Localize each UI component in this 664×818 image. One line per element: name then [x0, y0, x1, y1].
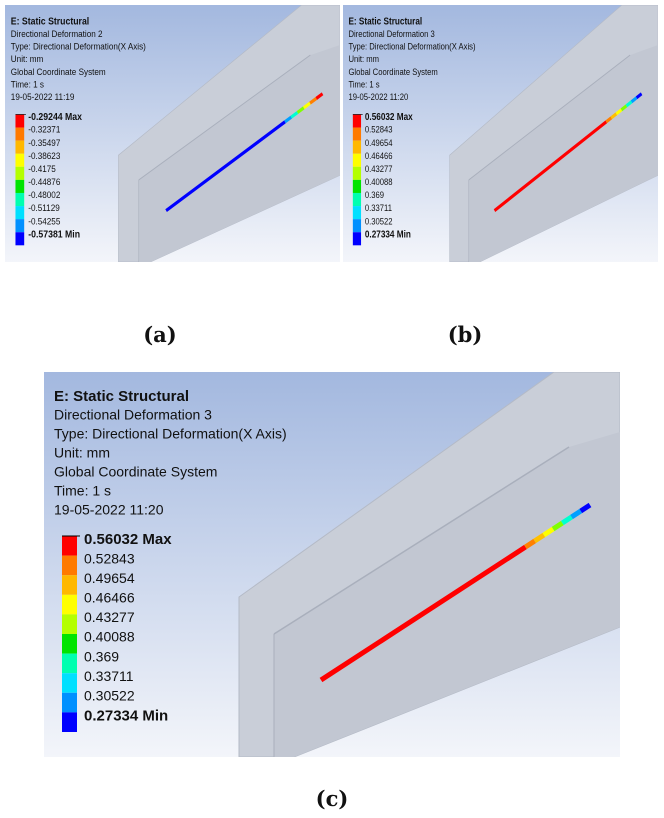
- header-line: Type: Directional Deformation(X Axis): [11, 41, 146, 52]
- header-line: Directional Deformation 2: [11, 28, 103, 39]
- header-line: Time: 1 s: [11, 79, 45, 90]
- header-line: Time: 1 s: [54, 483, 111, 499]
- legend-swatch: [15, 128, 24, 141]
- legend-label: 0.33711: [84, 668, 134, 684]
- legend-label: -0.57381 Min: [28, 228, 80, 240]
- header-line: 19-05-2022 11:20: [348, 91, 408, 102]
- legend-label: 0.27334 Min: [84, 707, 168, 724]
- legend-label: -0.44876: [28, 176, 60, 187]
- legend-label: -0.54255: [28, 216, 60, 227]
- header-line: Global Coordinate System: [54, 464, 217, 480]
- legend-swatch: [15, 232, 24, 245]
- legend-swatch: [15, 180, 24, 193]
- legend-swatch: [15, 114, 24, 127]
- legend-swatch: [62, 712, 77, 732]
- header-line: Unit: mm: [11, 54, 44, 65]
- legend-label: 0.27334 Min: [365, 229, 411, 240]
- legend-swatch: [62, 575, 77, 595]
- header-line: Type: Directional Deformation(X Axis): [54, 426, 287, 442]
- header-line: E: Static Structural: [54, 388, 189, 405]
- caption: (a): [100, 322, 220, 347]
- legend-label: 0.33711: [365, 202, 392, 213]
- header-line: 19-05-2022 11:19: [11, 92, 75, 103]
- page: {"panels": [ {"header": ["E: Static Stru…: [0, 0, 664, 818]
- legend-label: 0.52843: [365, 124, 393, 135]
- panel-c: E: Static Structural Directional Deformat…: [44, 372, 620, 757]
- legend-swatch: [62, 556, 77, 576]
- legend-swatch: [62, 536, 77, 556]
- legend-label: -0.32371: [28, 124, 60, 135]
- legend-swatch: [62, 634, 77, 654]
- legend-swatch: [353, 128, 361, 141]
- legend-label: 0.40088: [84, 629, 135, 645]
- legend-label: 0.30522: [84, 688, 135, 704]
- header-line: E: Static Structural: [348, 16, 422, 27]
- header-line: Directional Deformation 3: [54, 407, 212, 423]
- legend-label: 0.49654: [84, 570, 135, 586]
- header-line: Global Coordinate System: [348, 66, 437, 77]
- header-line: Unit: mm: [348, 53, 379, 64]
- legend-label: -0.35497: [28, 137, 60, 148]
- legend-swatch: [15, 206, 24, 219]
- header-line: Type: Directional Deformation(X Axis): [348, 41, 475, 52]
- legend-swatch: [353, 114, 361, 127]
- legend-swatch: [353, 154, 361, 167]
- header-line: Unit: mm: [54, 445, 110, 461]
- caption: (b): [405, 322, 525, 347]
- legend-swatch: [62, 595, 77, 615]
- legend-label: 0.43277: [365, 163, 393, 174]
- header-line: 19-05-2022 11:20: [54, 502, 164, 518]
- legend-label: 0.369: [365, 189, 384, 200]
- legend-label: 0.43277: [84, 609, 135, 625]
- legend-label: 0.49654: [365, 137, 393, 148]
- legend-swatch: [15, 154, 24, 167]
- legend-swatch: [15, 167, 24, 180]
- legend-label: 0.369: [84, 648, 119, 664]
- legend-label: -0.29244 Max: [28, 110, 82, 122]
- legend-label: 0.40088: [365, 176, 393, 187]
- header-line: Directional Deformation 3: [348, 28, 434, 39]
- legend-label: 0.56032 Max: [365, 111, 414, 122]
- legend-swatch: [62, 654, 77, 674]
- legend-swatch: [15, 141, 24, 154]
- legend-swatch: [353, 167, 361, 180]
- caption: (c): [272, 786, 392, 811]
- legend-swatch: [353, 193, 361, 206]
- legend-swatch: [62, 693, 77, 713]
- legend-label: 0.56032 Max: [84, 531, 172, 548]
- legend-swatch: [353, 232, 361, 245]
- legend-label: -0.4175: [28, 163, 56, 174]
- legend-label: 0.46466: [365, 150, 393, 161]
- header-line: Time: 1 s: [348, 79, 379, 90]
- legend-label: -0.48002: [28, 190, 60, 201]
- legend-label: -0.38623: [28, 150, 60, 161]
- header-line: E: Static Structural: [11, 15, 89, 27]
- legend-swatch: [353, 180, 361, 193]
- legend-swatch: [353, 141, 361, 154]
- legend-swatch: [353, 219, 361, 232]
- legend-swatch: [353, 206, 361, 219]
- legend-swatch: [62, 673, 77, 693]
- legend-label: 0.52843: [84, 550, 135, 566]
- legend-swatch: [15, 193, 24, 206]
- legend-swatch: [15, 219, 24, 232]
- legend-swatch: [62, 614, 77, 634]
- legend-label: 0.46466: [84, 590, 135, 606]
- legend-label: 0.30522: [365, 216, 393, 227]
- legend-label: -0.51129: [28, 203, 60, 214]
- header-line: Global Coordinate System: [11, 66, 106, 77]
